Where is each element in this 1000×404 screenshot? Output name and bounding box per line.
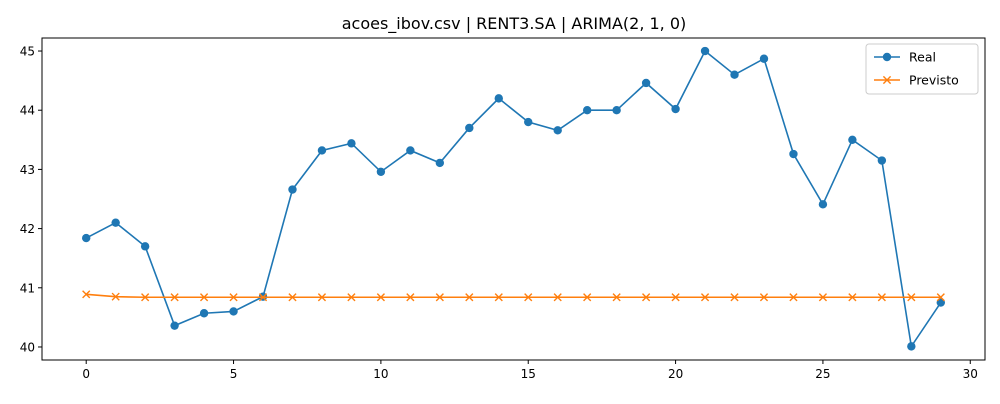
- legend-marker-real: [882, 52, 892, 62]
- data-point-previsto: [494, 293, 503, 302]
- x-tick-label: 10: [373, 367, 388, 381]
- data-point-real: [376, 167, 386, 176]
- data-point-previsto: [671, 293, 680, 302]
- data-point-real: [111, 218, 120, 227]
- y-tick-label: 42: [20, 222, 35, 236]
- data-point-real: [582, 106, 592, 115]
- data-point-real: [877, 156, 887, 165]
- data-point-previsto: [258, 293, 268, 302]
- data-point-real: [199, 309, 209, 318]
- data-point-real: [730, 70, 739, 79]
- data-point-previsto: [524, 293, 533, 302]
- data-point-previsto: [612, 293, 621, 302]
- data-point-previsto: [82, 290, 91, 299]
- x-tick-label: 5: [230, 367, 238, 381]
- data-point-real: [288, 185, 297, 194]
- data-point-previsto: [376, 293, 385, 302]
- x-tick-label: 25: [815, 367, 830, 381]
- data-point-previsto: [700, 293, 710, 302]
- data-point-previsto: [553, 293, 562, 302]
- data-point-previsto: [347, 293, 356, 302]
- data-point-real: [818, 200, 828, 209]
- data-point-real: [848, 135, 857, 145]
- data-point-real: [612, 106, 621, 115]
- x-tick-label: 15: [521, 367, 536, 381]
- data-point-real: [671, 104, 680, 114]
- data-point-previsto: [199, 293, 209, 302]
- series-line-real: [85, 49, 942, 349]
- legend-label-real: Real: [909, 50, 936, 65]
- data-point-previsto: [288, 293, 297, 302]
- data-point-previsto: [435, 293, 444, 302]
- y-tick-label: 40: [20, 340, 35, 354]
- y-tick-label: 43: [20, 163, 35, 177]
- data-point-real: [641, 78, 651, 88]
- data-point-previsto: [936, 293, 945, 302]
- data-point-real: [347, 139, 356, 148]
- data-point-previsto: [789, 293, 798, 302]
- x-tick-label: 30: [963, 367, 978, 381]
- data-point-real: [229, 307, 238, 316]
- data-point-previsto: [229, 293, 238, 302]
- data-point-real: [759, 54, 769, 63]
- data-point-previsto: [848, 293, 857, 302]
- legend-marker-previsto: [882, 75, 892, 85]
- y-tick-label: 45: [20, 45, 35, 59]
- data-point-previsto: [317, 293, 327, 302]
- axes-frame: [41, 37, 986, 361]
- chart-title: acoes_ibov.csv | RENT3.SA | ARIMA(2, 1, …: [342, 14, 687, 34]
- data-point-previsto: [759, 293, 769, 302]
- data-point-previsto: [170, 293, 179, 302]
- data-point-real: [170, 321, 179, 330]
- x-tick-label: 0: [82, 367, 90, 381]
- data-point-real: [82, 233, 91, 243]
- x-tick-label: 20: [668, 367, 683, 381]
- data-point-previsto: [583, 293, 592, 302]
- y-tick-label: 44: [20, 104, 35, 118]
- data-point-previsto: [730, 293, 739, 302]
- data-point-real: [700, 46, 710, 56]
- data-point-real: [936, 298, 945, 307]
- plot-area: 0 5 10 15 20 25 30 40 41 42 43 44 45: [20, 37, 986, 381]
- data-point-real: [465, 123, 474, 133]
- data-point-previsto: [818, 293, 828, 302]
- data-point-real: [553, 126, 562, 135]
- data-point-previsto: [907, 293, 916, 302]
- data-point-previsto: [642, 293, 651, 302]
- data-point-previsto: [141, 293, 150, 302]
- data-point-real: [406, 146, 415, 155]
- data-point-real: [789, 149, 798, 159]
- data-point-real: [317, 146, 327, 155]
- data-point-real: [494, 94, 503, 103]
- data-point-previsto: [111, 292, 120, 301]
- y-tick-label: 41: [20, 281, 35, 295]
- data-point-previsto: [465, 293, 474, 302]
- legend: Real Previsto: [865, 43, 979, 95]
- series-line-previsto: [86, 293, 941, 299]
- data-point-real: [140, 242, 150, 251]
- legend-label-previsto: Previsto: [909, 73, 959, 88]
- data-point-real: [435, 158, 445, 168]
- data-point-real: [524, 117, 533, 127]
- data-point-previsto: [877, 293, 886, 302]
- data-point-real: [907, 342, 916, 351]
- data-point-previsto: [406, 293, 415, 302]
